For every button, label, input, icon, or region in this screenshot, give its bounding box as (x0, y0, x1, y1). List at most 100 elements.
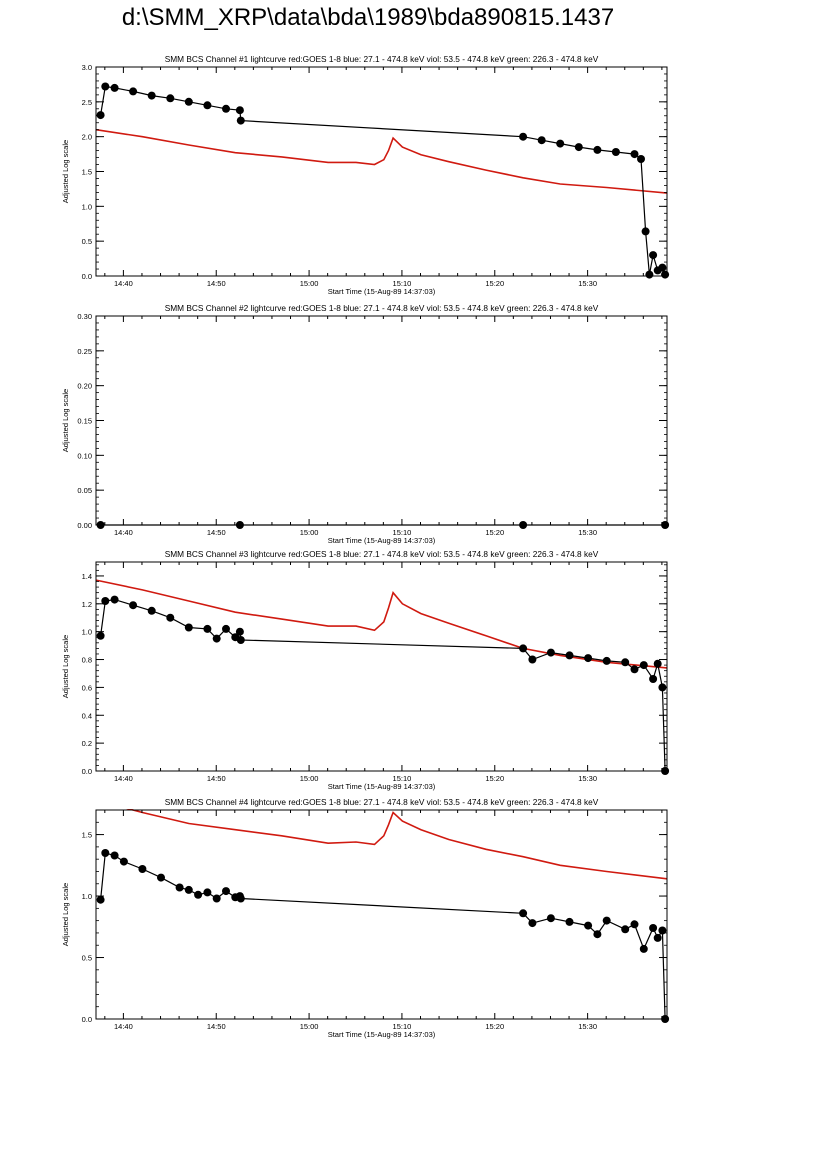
data-point (110, 595, 119, 604)
chart-4: SMM BCS Channel #4 lightcurve red:GOES 1… (61, 797, 670, 1039)
y-tick-label: 1.0 (82, 892, 92, 901)
data-point (236, 894, 245, 903)
data-point (222, 624, 230, 633)
data-point (96, 631, 105, 640)
data-point (129, 601, 138, 610)
x-tick-label: 15:00 (300, 774, 319, 783)
x-tick-label: 14:40 (114, 528, 133, 537)
y-axis-label: Adjusted Log scale (61, 140, 70, 203)
bcs-series-line (100, 598, 666, 772)
data-point (639, 944, 648, 953)
data-point (546, 648, 555, 657)
data-point (212, 634, 221, 643)
chart-title: SMM BCS Channel #3 lightcurve red:GOES 1… (165, 549, 599, 559)
x-tick-label: 15:10 (393, 279, 412, 288)
chart-panel-4: SMM BCS Channel #4 lightcurve red:GOES 1… (0, 791, 826, 1041)
x-tick-label: 15:10 (393, 1022, 412, 1031)
y-tick-label: 0.0 (82, 767, 92, 776)
chart-panel-3: SMM BCS Channel #3 lightcurve red:GOES 1… (0, 543, 826, 793)
data-point (236, 116, 245, 125)
y-tick-label: 1.2 (82, 600, 92, 609)
x-tick-label: 15:20 (485, 528, 504, 537)
data-point (649, 251, 658, 260)
data-point (593, 930, 602, 939)
x-tick-label: 15:00 (300, 528, 319, 537)
data-point (621, 658, 630, 667)
data-point (236, 636, 245, 644)
y-axis-label: Adjusted Log scale (61, 635, 70, 698)
y-tick-label: 1.5 (82, 168, 92, 177)
plot-area (95, 82, 670, 279)
axes-frame (95, 66, 668, 277)
data-point (556, 139, 565, 148)
y-tick-label: 1.0 (82, 202, 92, 211)
data-point (649, 924, 658, 932)
data-point (203, 888, 212, 897)
data-point (630, 920, 639, 929)
goes-series-line (126, 809, 668, 880)
chart-2: SMM BCS Channel #2 lightcurve red:GOES 1… (61, 303, 670, 545)
y-tick-label: 1.0 (82, 628, 92, 637)
x-tick-label: 14:40 (114, 1022, 133, 1031)
data-point (645, 270, 654, 279)
x-tick-label: 14:50 (207, 528, 226, 537)
data-point (528, 919, 537, 928)
chart-title: SMM BCS Channel #4 lightcurve red:GOES 1… (165, 797, 599, 807)
data-point (653, 659, 662, 668)
data-point (537, 136, 546, 145)
data-point (235, 627, 244, 636)
y-tick-label: 1.4 (82, 572, 92, 581)
data-point (203, 101, 212, 110)
data-point (641, 227, 650, 236)
data-point (602, 656, 611, 665)
data-point (519, 644, 528, 653)
x-tick-label: 15:30 (578, 1022, 597, 1031)
data-point (101, 82, 110, 91)
data-point (222, 887, 230, 896)
axes-frame (95, 315, 668, 526)
page-title: d:\SMM_XRP\data\bda\1989\bda890815.1437 (121, 4, 615, 31)
data-point (574, 143, 583, 152)
chart-1: SMM BCS Channel #1 lightcurve red:GOES 1… (61, 54, 670, 296)
data-point (639, 661, 648, 670)
data-point (565, 917, 574, 926)
data-point (611, 148, 620, 156)
y-tick-label: 0.15 (77, 417, 92, 426)
x-axis-label: Start Time (15-Aug-89 14:37:03) (328, 782, 436, 791)
data-point (546, 914, 555, 923)
x-axis-label: Start Time (15-Aug-89 14:37:03) (328, 1030, 436, 1039)
data-point (166, 613, 175, 622)
y-tick-label: 0.30 (77, 312, 92, 321)
data-point (602, 916, 611, 925)
chart-3: SMM BCS Channel #3 lightcurve red:GOES 1… (61, 549, 670, 791)
x-axis-label: Start Time (15-Aug-89 14:37:03) (328, 536, 436, 545)
data-point (519, 909, 528, 918)
plot-area (96, 809, 670, 1023)
x-tick-label: 15:10 (393, 528, 412, 537)
x-tick-label: 15:20 (485, 279, 504, 288)
data-point (630, 665, 639, 674)
x-tick-label: 15:30 (578, 279, 597, 288)
data-point (184, 885, 193, 894)
data-point (96, 111, 105, 120)
data-point (637, 155, 645, 163)
data-point (203, 624, 212, 633)
data-point (658, 263, 667, 272)
data-point (101, 597, 110, 605)
data-point (565, 651, 574, 660)
data-point (147, 91, 156, 100)
data-point (184, 97, 193, 106)
data-point (166, 94, 175, 103)
data-point (96, 895, 105, 904)
x-axis-label: Start Time (15-Aug-89 14:37:03) (328, 287, 436, 296)
chart-title: SMM BCS Channel #1 lightcurve red:GOES 1… (165, 54, 599, 64)
x-tick-label: 14:50 (207, 279, 226, 288)
data-point (584, 921, 593, 930)
data-point (653, 933, 662, 942)
axes-frame (95, 809, 668, 1020)
data-point (110, 851, 119, 860)
y-tick-label: 0.00 (77, 521, 92, 530)
data-point (157, 873, 165, 882)
x-tick-label: 14:50 (207, 774, 226, 783)
data-point (194, 890, 203, 899)
